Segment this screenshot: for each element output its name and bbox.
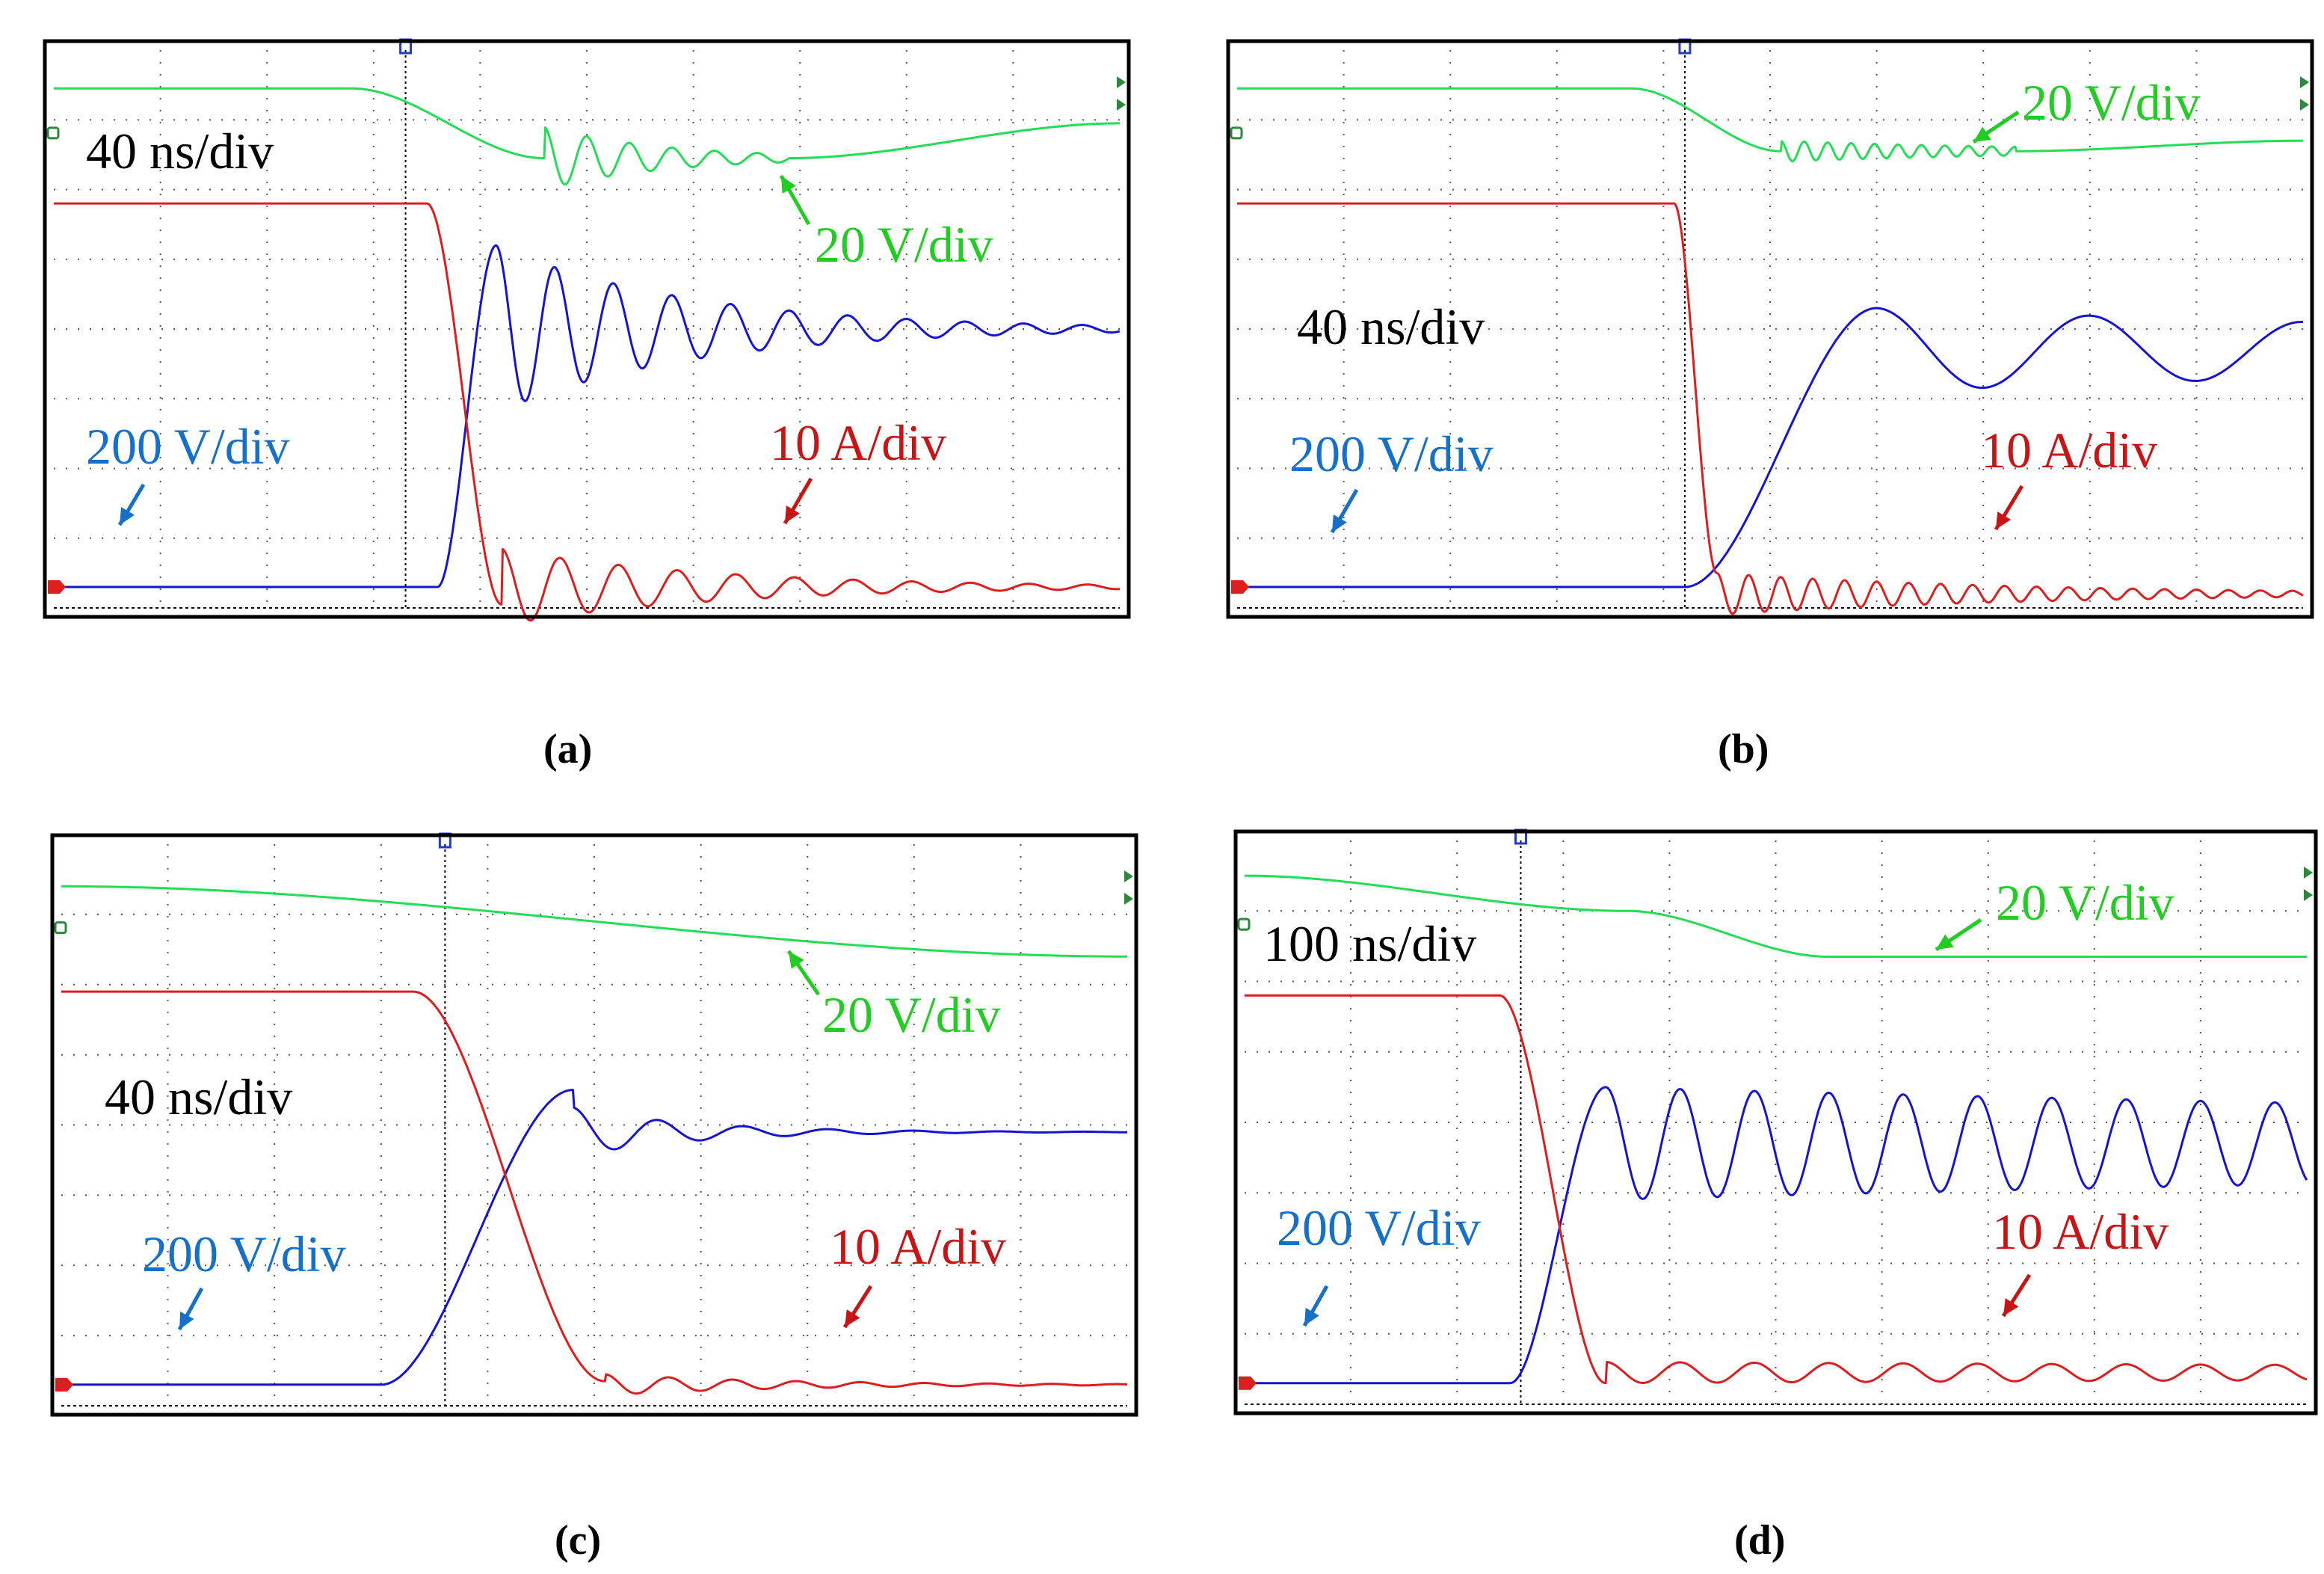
panel-a-red-label: 10 A/div — [770, 414, 946, 471]
panel-b — [1226, 38, 2314, 619]
panel-d-blue-label: 200 V/div — [1277, 1199, 1481, 1256]
panel-a-blue-label: 200 V/div — [86, 418, 290, 475]
panel-b-red-arrow — [1994, 485, 2024, 531]
panel-a-right-marker-1 — [1117, 76, 1126, 88]
panel-d-right-marker-1 — [2304, 867, 2313, 879]
panel-b-offset-marker — [1230, 126, 1243, 140]
panel-c-trace-green — [61, 885, 1127, 958]
panel-c-green-label: 20 V/div — [822, 986, 1001, 1043]
panel-a — [43, 38, 1131, 622]
panel-d-trace-blue — [1245, 1086, 2308, 1385]
panel-c-green-arrow — [786, 950, 821, 996]
panel-d-trace-red — [1245, 994, 2308, 1385]
panel-c-grid — [61, 844, 1127, 1406]
panel-c-right-marker-2 — [1124, 893, 1133, 905]
panel-c-blue-arrow — [177, 1287, 204, 1331]
panel-b-caption: (b) — [1718, 726, 1769, 772]
panel-d-red-label: 10 A/div — [1992, 1203, 2169, 1260]
panel-a-blue-arrow — [117, 483, 146, 526]
panel-a-right-marker-2 — [1117, 99, 1126, 111]
panel-d-red-arrow — [2001, 1273, 2032, 1318]
panel-d-trace-green — [1245, 874, 2307, 958]
panel-d-green-arrow — [1935, 917, 1982, 952]
panel-d-right-marker-2 — [2304, 889, 2313, 901]
panel-a-trace-blue — [54, 244, 1121, 588]
panel-a-offset-marker — [46, 126, 60, 140]
panel-b-red-label: 10 A/div — [1981, 422, 2157, 479]
panel-b-green-label: 20 V/div — [2022, 74, 2201, 131]
panel-c — [50, 832, 1138, 1417]
panel-a-trace-red — [54, 202, 1121, 622]
panel-d-offset-marker — [1237, 917, 1251, 931]
panel-b-time-label: 40 ns/div — [1297, 298, 1485, 355]
arrows-layer — [117, 110, 2032, 1331]
panel-d-frame — [1233, 829, 2318, 1415]
panel-b-right-marker-2 — [2300, 99, 2309, 111]
panel-b-trace-red — [1237, 202, 2304, 615]
panel-d-time-label: 100 ns/div — [1263, 915, 1476, 972]
panel-a-green-label: 20 V/div — [815, 216, 993, 273]
panel-b-blue-arrow — [1330, 488, 1359, 534]
panel-a-red-arrow — [783, 477, 813, 525]
panel-d — [1233, 828, 2318, 1415]
panel-a-caption: (a) — [543, 726, 592, 772]
panel-d-grid — [1245, 840, 2307, 1404]
panel-c-blue-label: 200 V/div — [142, 1226, 346, 1282]
panel-c-caption: (c) — [555, 1517, 601, 1564]
panel-b-green-arrow — [1972, 110, 2020, 144]
panel-c-frame — [50, 833, 1138, 1417]
panel-d-ground-marker — [1239, 1376, 1257, 1390]
panel-c-red-arrow — [842, 1285, 873, 1329]
panel-c-time-label: 40 ns/div — [105, 1069, 292, 1125]
panel-a-green-arrow — [779, 174, 811, 226]
labels-layer: 40 ns/div 20 V/div 200 V/div 10 A/div (a… — [86, 74, 2201, 1564]
panel-c-right-marker-1 — [1124, 870, 1133, 882]
panel-a-ground-marker — [48, 580, 66, 594]
panel-c-offset-marker — [54, 921, 67, 935]
panel-b-ground-marker — [1231, 580, 1249, 594]
panel-b-right-marker-1 — [2300, 76, 2309, 88]
panel-c-red-label: 10 A/div — [830, 1218, 1006, 1275]
panel-b-trace-blue — [1237, 307, 2303, 588]
panel-d-caption: (d) — [1734, 1517, 1785, 1564]
panel-b-blue-label: 200 V/div — [1289, 425, 1494, 482]
panel-a-trace-green — [54, 87, 1120, 186]
panel-b-trace-green — [1237, 87, 2303, 163]
panels-layer — [43, 38, 2318, 1417]
panel-a-time-label: 40 ns/div — [86, 123, 274, 179]
panel-a-frame — [43, 39, 1131, 619]
panel-c-trace-blue — [61, 1089, 1127, 1386]
panel-d-green-label: 20 V/div — [1996, 874, 2174, 931]
panel-d-blue-arrow — [1302, 1285, 1329, 1327]
panel-c-ground-marker — [55, 1377, 73, 1392]
panel-c-trace-red — [61, 990, 1128, 1395]
panel-b-frame — [1226, 39, 2314, 619]
